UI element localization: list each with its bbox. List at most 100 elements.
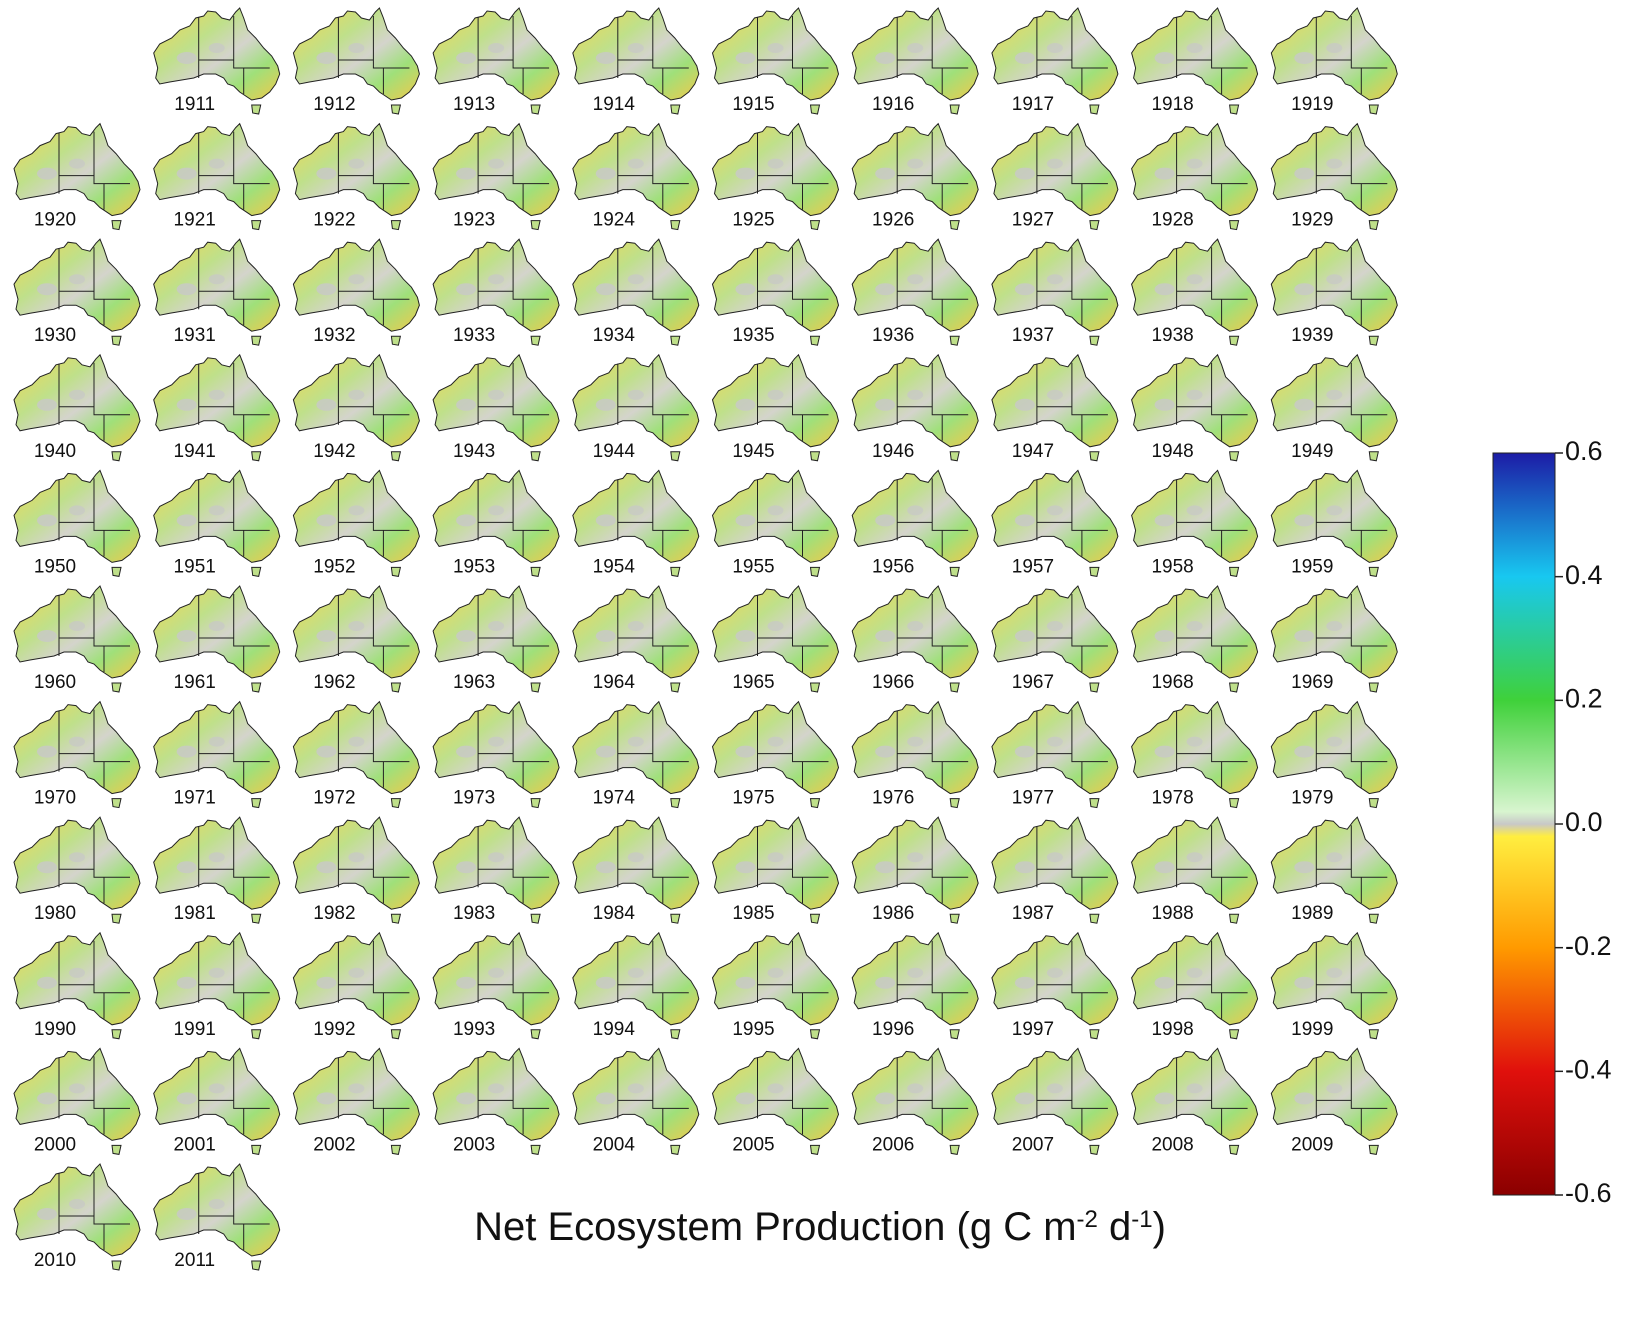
colorbar-group: 0.60.40.20.0-0.2-0.4-0.6: [1493, 436, 1612, 1208]
map-panel: 1935: [713, 239, 839, 346]
map-panel: 1980: [14, 817, 140, 924]
year-label: 1969: [1291, 672, 1333, 693]
title-part: -1: [1131, 1206, 1152, 1233]
map-panel: 1982: [293, 817, 419, 924]
year-label: 1963: [453, 672, 495, 693]
year-label: 1934: [593, 325, 636, 346]
map-panel: 1986: [852, 817, 978, 924]
title-part: -2: [1077, 1206, 1098, 1233]
year-label: 1995: [732, 1019, 774, 1040]
year-label: 2010: [34, 1250, 76, 1271]
map-panel: 1974: [573, 702, 699, 809]
year-label: 1968: [1151, 672, 1193, 693]
map-panel: 1993: [433, 933, 559, 1040]
map-panel: 1915: [713, 8, 839, 115]
map-panel: 1981: [154, 817, 280, 924]
year-label: 1974: [593, 788, 636, 809]
map-panel: 1936: [852, 239, 978, 346]
year-label: 1942: [313, 441, 355, 462]
year-label: 2008: [1151, 1134, 1193, 1155]
map-panel: 1956: [852, 470, 978, 577]
year-label: 1911: [174, 94, 215, 115]
tick-label: 0.4: [1565, 560, 1603, 590]
year-label: 1920: [34, 210, 76, 231]
map-panel: 1914: [573, 8, 699, 115]
year-label: 1928: [1151, 210, 1193, 231]
map-panel: 1964: [573, 586, 699, 693]
figure: 1911191219131914191519161917191819191920…: [0, 0, 1633, 1325]
year-label: 2004: [593, 1134, 636, 1155]
year-label: 1939: [1291, 325, 1333, 346]
colorbar: [1493, 453, 1555, 1195]
map-panel: 1997: [992, 933, 1118, 1040]
map-panel: 2009: [1271, 1048, 1397, 1155]
title: Net Ecosystem Production (g C m-2 d-1): [474, 1205, 1166, 1249]
map-panel: 2007: [992, 1048, 1118, 1155]
map-panel: 1953: [433, 470, 559, 577]
map-panel: 1992: [293, 933, 419, 1040]
year-label: 1962: [313, 672, 355, 693]
map-panel: 1998: [1132, 933, 1258, 1040]
year-label: 1936: [872, 325, 914, 346]
map-panel: 1970: [14, 702, 140, 809]
year-label: 1935: [732, 325, 774, 346]
year-label: 2006: [872, 1134, 914, 1155]
year-label: 1944: [593, 441, 636, 462]
map-panel: 1930: [14, 239, 140, 346]
map-panel: 1950: [14, 470, 140, 577]
map-panel: 2003: [433, 1048, 559, 1155]
year-label: 2009: [1291, 1134, 1333, 1155]
map-panel: 1928: [1132, 124, 1258, 231]
year-label: 1965: [732, 672, 774, 693]
map-panel: 1924: [573, 124, 699, 231]
tick-label: 0.0: [1565, 807, 1603, 837]
map-panel: 1934: [573, 239, 699, 346]
map-panel: 2000: [14, 1048, 140, 1155]
year-label: 1952: [313, 556, 355, 577]
map-panel: 1938: [1132, 239, 1258, 346]
year-label: 1954: [593, 556, 636, 577]
year-label: 1980: [34, 903, 76, 924]
year-label: 1996: [872, 1019, 914, 1040]
year-label: 1979: [1291, 788, 1333, 809]
year-label: 1943: [453, 441, 495, 462]
map-panel: 1926: [852, 124, 978, 231]
map-panel: 1929: [1271, 124, 1397, 231]
year-label: 1983: [453, 903, 495, 924]
map-panel: 1979: [1271, 702, 1397, 809]
year-label: 1949: [1291, 441, 1333, 462]
year-label: 1970: [34, 788, 76, 809]
year-label: 1999: [1291, 1019, 1333, 1040]
map-panel: 1990: [14, 933, 140, 1040]
year-label: 1994: [593, 1019, 636, 1040]
map-panel: 1920: [14, 124, 140, 231]
year-label: 1971: [174, 788, 216, 809]
year-label: 1973: [453, 788, 495, 809]
map-panel: 1988: [1132, 817, 1258, 924]
year-label: 2011: [174, 1250, 215, 1271]
year-label: 1917: [1012, 94, 1054, 115]
map-panel: 1983: [433, 817, 559, 924]
map-panel: 1978: [1132, 702, 1258, 809]
year-label: 1929: [1291, 210, 1333, 231]
year-label: 1972: [313, 788, 355, 809]
map-panel: 1962: [293, 586, 419, 693]
map-panel: 1977: [992, 702, 1118, 809]
map-panel: 1972: [293, 702, 419, 809]
year-label: 1955: [732, 556, 774, 577]
map-panel: 2004: [573, 1048, 699, 1155]
year-label: 1986: [872, 903, 914, 924]
year-label: 1930: [34, 325, 76, 346]
year-label: 1989: [1291, 903, 1333, 924]
map-panel: 1975: [713, 702, 839, 809]
year-label: 1975: [732, 788, 774, 809]
year-label: 2005: [732, 1134, 774, 1155]
map-panel: 1987: [992, 817, 1118, 924]
map-panel: 1923: [433, 124, 559, 231]
year-label: 1997: [1012, 1019, 1054, 1040]
map-panel: 1984: [573, 817, 699, 924]
map-panel: 1960: [14, 586, 140, 693]
year-label: 1991: [174, 1019, 216, 1040]
map-panel: 2006: [852, 1048, 978, 1155]
map-panel: 1952: [293, 470, 419, 577]
